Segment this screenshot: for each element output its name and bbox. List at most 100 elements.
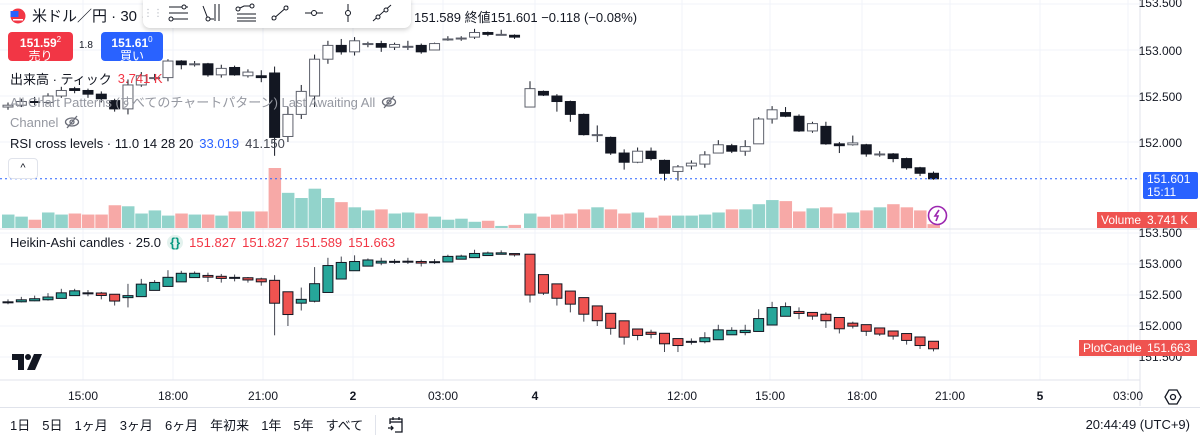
ha-body [509,253,521,256]
ha-body [874,327,886,335]
volume-bar [455,218,468,228]
ha-body [122,295,134,299]
volume-legend[interactable]: 出来高 · ティック 3.741 K [10,69,163,88]
range-button[interactable]: 5年 [293,418,314,433]
volume-bar [428,216,442,228]
vertical-line-icon[interactable] [331,0,365,27]
ha-body [242,277,254,281]
candle-body [591,134,603,137]
sell-price-pip: 2 [56,35,62,44]
ha-body [402,260,414,263]
volume-bar [860,210,873,228]
heikin-ashi-legend[interactable]: Heikin-Ashi candles · 25.0 {} 151.827 15… [10,235,395,250]
candle-body [793,115,805,132]
range-button[interactable]: 6ヶ月 [164,418,199,433]
volume-bar [833,213,846,228]
settings-icon[interactable] [1164,388,1182,406]
volume-bar [658,215,671,228]
candle-body [712,144,724,154]
source-code-icon[interactable]: {} [167,235,184,250]
tradingview-logo[interactable] [12,354,42,370]
range-button[interactable]: 年初来 [210,418,250,433]
extended-line-icon[interactable] [365,0,399,27]
volume-bar [564,213,577,228]
range-button[interactable]: 1年 [261,418,282,433]
volume-bar [308,188,322,228]
candle-body [282,113,294,137]
ha-body [309,283,321,302]
volume-bar [481,220,495,228]
ha-body [645,331,657,335]
candle-body [42,95,54,103]
ha-body [202,274,214,278]
volume-bar [415,213,428,228]
time-tick: 18:00 [157,389,189,403]
volume-bar [591,207,604,228]
candle-body [55,89,67,97]
ha-body [605,312,617,329]
sell-button[interactable]: 151.592 売り [8,32,73,63]
range-button[interactable]: 1ヶ月 [74,418,108,433]
horizontal-lines-icon[interactable] [161,0,195,27]
time-tick: 18:00 [846,389,878,403]
drag-handle-icon[interactable]: ⋮⋮ [143,7,163,19]
volume-bar [550,214,564,228]
candle-body [415,44,427,53]
candle-body [564,101,576,115]
candle-body [455,37,467,40]
price-tick: 153.500 [1138,0,1182,10]
candle-body [806,123,818,132]
trend-line-icon[interactable] [263,0,297,27]
buy-button[interactable]: 151.610 買い [101,32,163,63]
candle-body [847,142,859,146]
ha-body [2,301,14,304]
volume-bar [121,206,135,228]
ha-body [149,281,161,291]
volume-bar [108,205,122,228]
collapse-legend-button[interactable]: ^ [8,158,38,179]
range-buttons: 1日 5日 1ヶ月 3ヶ月 6ヶ月 年初来 1年 5年 すべて [0,415,365,434]
alert-lightning-icon[interactable] [927,205,948,226]
time-tick: 5 [1036,389,1044,403]
fib-retracement-icon[interactable] [229,0,263,27]
horizontal-ray-icon[interactable] [297,0,331,27]
plotcandle-tag: PlotCandle [1079,340,1146,356]
volume-bar [887,204,900,228]
ha-body [780,306,792,317]
buy-label: 買い [119,49,144,63]
volume-bar [524,213,537,228]
range-button[interactable]: 3ヶ月 [119,418,153,433]
ha-body [375,260,387,264]
ha-body [335,261,347,280]
pitchfork-icon[interactable] [195,0,229,27]
ohlc-values: 151.589 終値151.601 −0.118 (−0.08%) [414,10,638,25]
symbol-title[interactable]: 米ドル／円 · 30 · [10,5,146,26]
candle-body [672,166,684,172]
candle-body [887,153,899,160]
time-tick: 2 [349,389,357,403]
volume-bar [441,219,455,228]
ha-body [162,276,174,287]
eye-off-icon[interactable] [64,114,80,130]
channel-legend-name: Channel [10,114,59,130]
volume-bar [361,210,375,228]
channel-legend[interactable]: Channel [10,114,80,130]
volume-bar [15,216,28,228]
eye-off-icon[interactable] [381,94,397,110]
ha-body [753,318,765,332]
ha-body [537,274,549,294]
range-button[interactable]: すべて [325,418,364,433]
chart-canvas[interactable] [0,0,1200,406]
volume-bar [215,215,228,228]
volume-bar [268,168,282,228]
ha-body [135,283,147,298]
candle-body [780,112,792,117]
range-button[interactable]: 1日 [10,418,31,433]
clock[interactable]: 20:44:49 (UTC+9) [1085,417,1190,432]
candle-body [632,150,644,163]
rsi-value-1: 33.019 [199,136,240,151]
patterns-legend[interactable]: All Chart Patterns (すべてのチャートパターン) Last A… [10,92,397,111]
go-to-date-icon[interactable] [386,415,406,435]
range-button[interactable]: 5日 [42,418,63,433]
rsi-legend[interactable]: RSI cross levels · 11.0 14 28 20 33.019 … [10,136,285,151]
